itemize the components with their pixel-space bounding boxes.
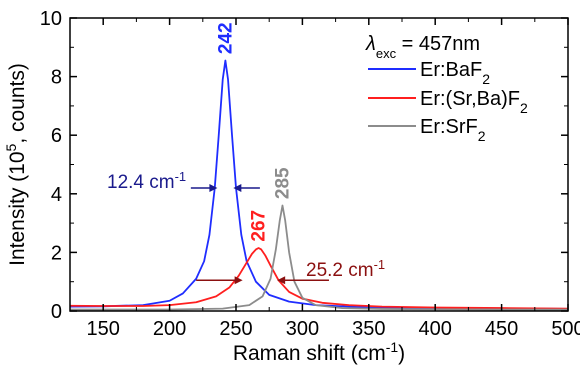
fwhm-label-1-main: 25.2 cm — [306, 260, 374, 281]
series-line-1 — [69, 247, 569, 310]
x-tick-label-400: 400 — [419, 318, 452, 340]
legend-label-er-srba-f2-main: Er:(Sr,Ba)F — [420, 88, 520, 110]
legend-label-er-srba-f2-sub: 2 — [520, 100, 528, 116]
legend-label-er-srba-f2: Er:(Sr,Ba)F2 — [420, 88, 528, 116]
x-axis-title-sup: -1 — [386, 339, 399, 355]
fwhm-label-1: 25.2 cm-1 — [306, 257, 385, 282]
fwhm-arrowhead-left-0 — [209, 183, 218, 192]
series-curves — [69, 59, 569, 311]
fwhm-label-0: 12.4 cm-1 — [107, 169, 186, 194]
y-axis-title-sup: 5 — [3, 143, 19, 151]
fwhm-arrowhead-right-1 — [277, 276, 286, 285]
series-line-2 — [70, 204, 568, 311]
x-tick-label-450: 450 — [485, 318, 518, 340]
x-tick-label-300: 300 — [286, 318, 319, 340]
legend-label-er-baf2: Er:BaF2 — [420, 59, 490, 87]
y-tick-label-0: 0 — [51, 301, 62, 323]
axes: 150 200 250 300 350 400 450 500 0 2 4 6 8 10 — [40, 8, 580, 340]
x-tick-label-200: 200 — [153, 318, 186, 340]
fwhm-arrowhead-left-1 — [234, 276, 243, 285]
y-tick-label-2: 2 — [51, 242, 62, 264]
fwhm-label-1-sup: -1 — [374, 257, 386, 272]
y-axis-title-main: Intensity (10 — [6, 151, 29, 265]
legend: λexc = 457nm Er:BaF2 Er:(Sr,Ba)F2 Er:SrF… — [365, 33, 528, 144]
y-tick-label-4: 4 — [51, 184, 62, 206]
x-axis-title-main: Raman shift (cm — [233, 342, 386, 365]
legend-title-sub: exc — [376, 46, 397, 61]
peak-label-285: 285 — [272, 167, 293, 199]
fwhm-label-0-sup: -1 — [175, 169, 187, 184]
legend-title-lambda: λ — [365, 33, 376, 55]
x-axis-title-end: ) — [398, 342, 405, 365]
legend-label-er-baf2-main: Er:BaF — [420, 59, 482, 81]
peak-label-242: 242 — [215, 22, 236, 54]
legend-label-er-srf2: Er:SrF2 — [420, 116, 486, 144]
legend-label-er-srf2-sub: 2 — [478, 128, 486, 144]
y-tick-label-8: 8 — [51, 67, 62, 89]
legend-label-er-baf2-sub: 2 — [482, 71, 490, 87]
peak-label-267: 267 — [249, 210, 270, 242]
y-tick-label-10: 10 — [40, 8, 62, 30]
y-axis-title-end: , counts) — [6, 63, 29, 144]
x-axis-title: Raman shift (cm-1) — [233, 339, 405, 365]
fwhm-label-0-main: 12.4 cm — [107, 172, 175, 193]
x-tick-label-500: 500 — [551, 318, 580, 340]
x-tick-label-250: 250 — [219, 318, 252, 340]
fwhm-arrowhead-right-0 — [233, 183, 242, 192]
legend-title: λexc = 457nm — [365, 33, 480, 61]
legend-label-er-srf2-main: Er:SrF — [420, 116, 478, 138]
x-tick-label-150: 150 — [87, 318, 120, 340]
x-tick-label-350: 350 — [352, 318, 385, 340]
legend-title-text: = 457nm — [396, 33, 480, 55]
y-tick-label-6: 6 — [51, 125, 62, 147]
y-axis-title: Intensity (105, counts) — [3, 63, 29, 266]
